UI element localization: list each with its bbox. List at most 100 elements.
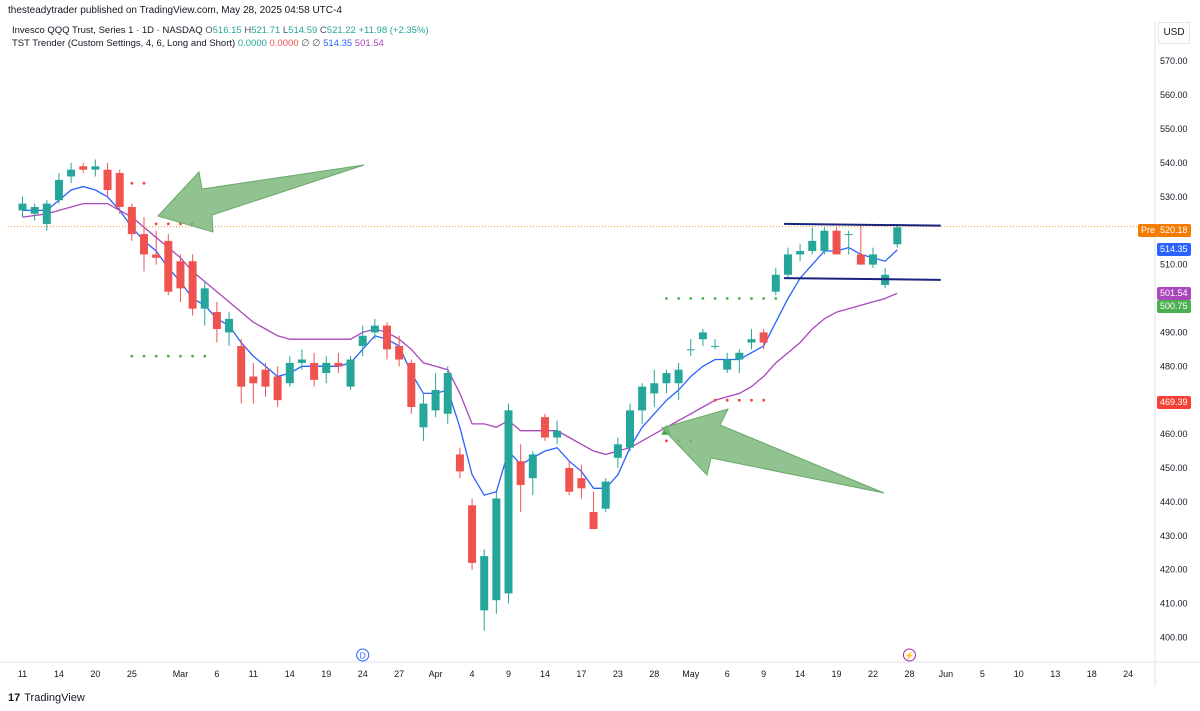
candle[interactable]: [638, 383, 647, 424]
candle[interactable]: [273, 366, 282, 407]
candle-body: [589, 512, 598, 530]
candle[interactable]: [540, 413, 549, 441]
candle[interactable]: [893, 223, 902, 248]
candle[interactable]: [370, 318, 379, 340]
candle[interactable]: [152, 230, 161, 265]
y-tick-label: 530.00: [1160, 192, 1188, 202]
candle[interactable]: [504, 403, 513, 604]
candle[interactable]: [261, 362, 270, 397]
candle[interactable]: [783, 247, 792, 279]
bearish-arrow-icon[interactable]: [157, 164, 365, 233]
candle-body: [212, 312, 221, 330]
candle[interactable]: [346, 356, 355, 391]
candle[interactable]: [383, 322, 391, 360]
candle[interactable]: [650, 369, 659, 407]
indicator-legend-row[interactable]: TST Trender (Custom Settings, 4, 6, Long…: [12, 37, 429, 50]
candle[interactable]: [431, 373, 440, 418]
x-tick-label: 14: [540, 669, 550, 679]
candle[interactable]: [832, 227, 841, 255]
candle[interactable]: [176, 254, 185, 302]
candle[interactable]: [297, 349, 306, 370]
candle[interactable]: [820, 227, 829, 255]
candle[interactable]: [237, 339, 246, 404]
candle[interactable]: [188, 254, 197, 316]
candle[interactable]: [735, 349, 744, 374]
candle[interactable]: [808, 227, 817, 255]
candle[interactable]: [796, 244, 805, 262]
indicator-value-5: 514.35: [323, 38, 353, 49]
candle-body: [759, 332, 768, 343]
candle[interactable]: [54, 173, 63, 204]
candle-body: [431, 390, 440, 411]
candle[interactable]: [358, 325, 367, 357]
candle-body: [711, 345, 720, 347]
candle[interactable]: [407, 359, 416, 414]
candle[interactable]: [455, 447, 464, 479]
candle[interactable]: [844, 230, 853, 255]
candle[interactable]: [115, 169, 124, 214]
bullish-arrow-icon[interactable]: [661, 408, 885, 494]
symbol-legend-row[interactable]: Invesco QQQ Trust, Series 1 · 1D · NASDA…: [12, 24, 429, 37]
candle[interactable]: [480, 549, 489, 631]
candle[interactable]: [674, 362, 683, 401]
candle[interactable]: [79, 162, 88, 174]
candle[interactable]: [468, 498, 477, 570]
range-bottom-line[interactable]: [783, 277, 941, 281]
candle[interactable]: [395, 335, 404, 367]
candle[interactable]: [310, 352, 319, 387]
candle[interactable]: [589, 491, 598, 530]
candle[interactable]: [212, 301, 221, 343]
candle[interactable]: [747, 329, 756, 350]
candle[interactable]: [322, 356, 331, 384]
candle[interactable]: [419, 393, 428, 441]
candle[interactable]: [711, 339, 720, 350]
candle[interactable]: [759, 329, 768, 350]
candle[interactable]: [553, 420, 562, 445]
axes[interactable]: 400.00 410.00 420.00 430.00 440.00 450.00 460.…: [18, 56, 1188, 679]
dividend-event-icon[interactable]: D: [356, 648, 370, 662]
candle[interactable]: [492, 491, 501, 614]
x-tick-label: 14: [54, 669, 64, 679]
candle[interactable]: [443, 366, 452, 424]
candle-body: [443, 373, 452, 414]
candle[interactable]: [67, 162, 76, 184]
candle[interactable]: [565, 461, 574, 496]
candle[interactable]: [613, 437, 622, 468]
candle[interactable]: [881, 267, 890, 289]
candle[interactable]: [723, 352, 732, 374]
candle[interactable]: [140, 217, 148, 272]
candle[interactable]: [771, 267, 780, 296]
candle[interactable]: [103, 162, 112, 197]
price-chart[interactable]: D ⚡ 400.00410.00420.00430.00440.00450.004…: [0, 0, 1200, 690]
long-stop-dot: [677, 297, 680, 300]
candle[interactable]: [601, 478, 610, 513]
candle[interactable]: [869, 247, 877, 268]
candle-body: [613, 444, 622, 458]
candle[interactable]: [30, 203, 39, 221]
candle[interactable]: [856, 223, 865, 265]
currency-label[interactable]: USD: [1158, 22, 1190, 44]
candle[interactable]: [285, 356, 294, 387]
publisher-bar: thesteadytrader published on TradingView…: [0, 0, 1200, 22]
candle[interactable]: [200, 281, 209, 326]
candle-body: [140, 234, 148, 255]
candle[interactable]: [698, 329, 707, 346]
candle[interactable]: [662, 369, 671, 394]
candle[interactable]: [528, 451, 537, 496]
candle[interactable]: [516, 444, 525, 513]
candle[interactable]: [686, 339, 695, 357]
short-stop-dot: [166, 222, 170, 226]
candle[interactable]: [42, 200, 51, 231]
candle[interactable]: [249, 362, 258, 404]
annotations[interactable]: D ⚡: [126, 164, 941, 662]
candle[interactable]: [91, 159, 100, 177]
earnings-event-icon[interactable]: ⚡: [902, 648, 916, 662]
candle[interactable]: [334, 352, 343, 374]
range-top-line[interactable]: [783, 222, 941, 227]
candle[interactable]: [577, 464, 586, 499]
candle[interactable]: [164, 234, 173, 296]
candle[interactable]: [626, 403, 634, 452]
candle[interactable]: [18, 196, 27, 218]
candle[interactable]: [225, 312, 234, 346]
high-label: H: [244, 25, 252, 36]
